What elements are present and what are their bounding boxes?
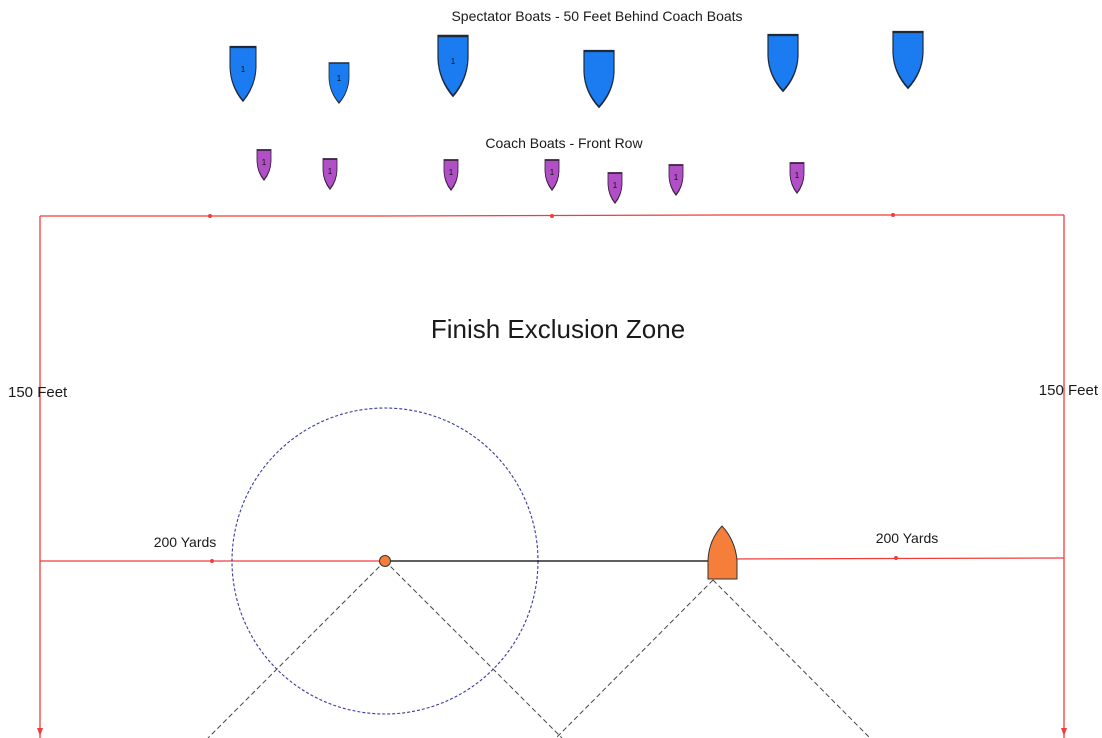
coach-boat-number: 1: [674, 173, 679, 182]
zone-right-finish-extension: [721, 557, 1065, 560]
zone-title: Finish Exclusion Zone: [431, 314, 685, 344]
coach-boat-number: 1: [328, 167, 333, 176]
boundary-marker: [894, 556, 898, 560]
spectator-boat-icon: [329, 63, 349, 103]
coach-boat-number: 1: [795, 171, 800, 180]
coach-boat-number: 1: [262, 158, 267, 167]
spectator-boat-icon: [584, 51, 614, 107]
arrowhead: [1061, 728, 1067, 736]
right-width-label: 200 Yards: [876, 530, 939, 546]
zone-arrowheads: [37, 728, 1067, 736]
coach-row-label: Coach Boats - Front Row: [485, 135, 643, 151]
exclusion-zone-boundary: [39, 214, 1065, 738]
boundary-marker: [891, 213, 895, 217]
spectator-boat-number: 1: [451, 57, 456, 66]
right-depth-label: 150 Feet: [1039, 382, 1099, 399]
spectator-boat-icon: [438, 36, 468, 96]
layline: [555, 579, 714, 738]
laylines: [207, 560, 871, 738]
spectator-boat-number: 1: [241, 65, 246, 74]
boundary-markers: [208, 213, 898, 563]
layline: [207, 560, 386, 738]
spectator-row-label: Spectator Boats - 50 Feet Behind Coach B…: [451, 8, 742, 24]
layline: [712, 579, 871, 738]
boundary-marker: [210, 559, 214, 563]
committee-boat-icon: [707, 525, 738, 580]
coach-boat-number: 1: [550, 168, 555, 177]
spectator-boats: 1 1 1: [230, 32, 923, 107]
spectator-boat-icon: [768, 35, 798, 91]
coach-boat-number: 1: [449, 168, 454, 177]
spectator-boat-icon: [893, 32, 923, 88]
spectator-boat-number: 1: [337, 74, 342, 83]
boundary-marker: [208, 214, 212, 218]
left-depth-label: 150 Feet: [8, 384, 68, 401]
spectator-boat-icon: [230, 47, 256, 101]
coach-boats: 1 1 1 1 1 1 1: [257, 150, 804, 203]
boundary-marker: [550, 214, 554, 218]
left-width-label: 200 Yards: [154, 534, 217, 550]
layline: [384, 560, 563, 738]
buoy-icon: [379, 555, 391, 567]
coach-boat-number: 1: [613, 181, 618, 190]
arrowhead: [37, 728, 43, 736]
